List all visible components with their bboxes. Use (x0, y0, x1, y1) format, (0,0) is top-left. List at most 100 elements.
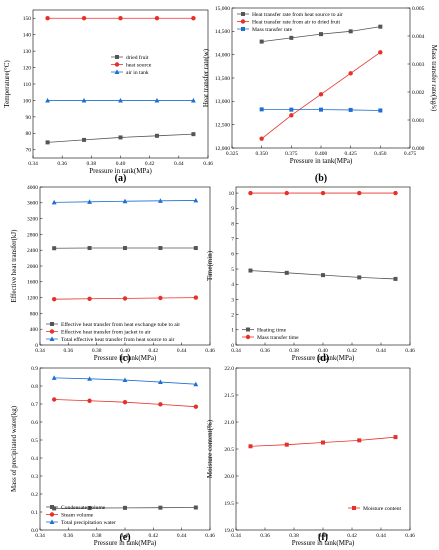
data-point (321, 273, 325, 278)
legend-label: Total effective heat transfer from heat … (61, 336, 175, 343)
legend-label: Heating time (257, 328, 287, 334)
panel-label: (b) (315, 173, 327, 184)
x-tick-label: 0.44 (177, 533, 187, 539)
y-tick-label: 22.0 (224, 366, 234, 372)
data-point (81, 97, 87, 103)
y-tick-label: 0.6 (31, 420, 38, 426)
x-tick-label: 0.44 (376, 348, 386, 354)
y-tick-label: 0.5 (31, 438, 38, 444)
data-point (193, 505, 198, 510)
data-point (191, 132, 196, 137)
legend-marker (352, 506, 356, 510)
data-point (45, 97, 50, 103)
y-tick-label: 400 (30, 327, 39, 333)
data-point (193, 404, 199, 409)
y-tick-label: 0.3 (31, 474, 38, 480)
y-axis-label: Moisture content(%) (206, 419, 214, 478)
data-point (81, 16, 87, 21)
data-point (284, 190, 289, 196)
x-tick-label: 0.38 (92, 348, 102, 354)
y-tick-label: 12,000 (215, 146, 230, 152)
data-point (122, 377, 128, 383)
data-point (357, 190, 362, 196)
y-tick-label: 1600 (27, 280, 38, 286)
data-point (393, 435, 398, 440)
data-point (158, 295, 163, 301)
y-tick-label: 19.5 (224, 501, 234, 507)
data-point (45, 16, 50, 21)
x-axis-label: Pressure in tank(MPa) (292, 539, 355, 547)
data-point (378, 108, 383, 113)
x-tick-label: 0.34 (35, 348, 45, 354)
panel-label: (e) (119, 532, 130, 543)
data-point (318, 92, 324, 97)
x-tick-label: 0.38 (289, 533, 299, 539)
y-axis-label: Temperature(°C) (3, 60, 11, 108)
data-point (122, 400, 128, 405)
panel-label: (c) (119, 353, 130, 364)
data-point (45, 140, 50, 145)
legend-label: Mass transfer rate (252, 26, 293, 33)
legend-marker (245, 334, 251, 340)
legend-label: Moisture content (363, 506, 402, 512)
y-tick-label: 0.8 (31, 384, 38, 390)
x-tick-label: 0.40 (318, 348, 328, 354)
data-point (52, 506, 57, 511)
y-tick-label: 3200 (27, 217, 38, 223)
x-tick-label: 0.375 (285, 151, 298, 157)
x-tick-label: 0.34 (28, 161, 38, 167)
legend-marker (50, 505, 54, 509)
x-axis-label: Pressure in tank(MPa) (292, 354, 355, 362)
data-point (348, 29, 353, 34)
y2-tick-label: 0.004 (412, 34, 425, 40)
legend-marker (114, 69, 120, 74)
panel-e: 0.34 0.36 0.38 0.40 0.42 0.44 0.46 0.0 0.1 0.2 0.3… (10, 366, 215, 547)
data-point (51, 296, 57, 302)
legend-marker (49, 512, 55, 517)
y2-axis-label: Mass transfer rate(kg/s) (430, 45, 438, 112)
legend-label: air in tank (126, 70, 149, 76)
y-tick-label: 2000 (27, 264, 38, 270)
data-point (154, 97, 160, 103)
y-tick-label: 80 (26, 131, 32, 137)
data-point (289, 113, 294, 118)
x-tick-label: 0.40 (120, 348, 130, 354)
data-point (193, 381, 199, 387)
x-tick-label: 0.42 (145, 161, 155, 167)
x-tick-label: 0.42 (149, 533, 159, 539)
x-tick-label: 0.34 (231, 533, 241, 539)
y-tick-label: 100 (23, 98, 32, 104)
y-tick-label: 0 (35, 343, 38, 349)
x-tick-label: 0.40 (120, 533, 130, 539)
y-tick-label: 7 (231, 237, 234, 243)
y-tick-label: 0.1 (31, 510, 38, 516)
data-point (122, 296, 128, 301)
y-tick-label: 1200 (27, 296, 38, 302)
y-tick-label: 2 (231, 313, 234, 319)
x-tick-label: 0.36 (64, 533, 74, 539)
data-point (357, 275, 362, 280)
y2-tick-label: 0.000 (412, 146, 425, 152)
y-tick-label: 20.5 (224, 447, 234, 453)
x-tick-label: 0.450 (374, 151, 387, 157)
data-point (259, 39, 264, 44)
y-tick-label: 5 (231, 267, 234, 273)
data-point (193, 197, 199, 203)
y-tick-label: 140 (23, 33, 32, 39)
y-axis-label: Time(min) (206, 250, 214, 281)
legend-marker (241, 12, 245, 16)
x-tick-label: 0.36 (260, 348, 270, 354)
legend-label: Effective heat transfer from heat exchan… (61, 321, 180, 328)
x-axis-label: Pressure in tank(MPa) (89, 167, 152, 175)
x-tick-label: 0.325 (226, 151, 239, 157)
x-tick-label: 0.44 (174, 161, 184, 167)
y-tick-label: 13,500 (215, 76, 230, 82)
y2-tick-label: 0.002 (412, 90, 425, 96)
data-point (87, 376, 92, 381)
data-point (82, 137, 87, 142)
data-point (284, 442, 289, 447)
x-tick-label: 0.36 (260, 533, 270, 539)
data-point (51, 397, 57, 402)
y-axis-label: Effective heat transfer(kJ) (10, 229, 18, 303)
y-tick-label: 120 (23, 65, 32, 71)
